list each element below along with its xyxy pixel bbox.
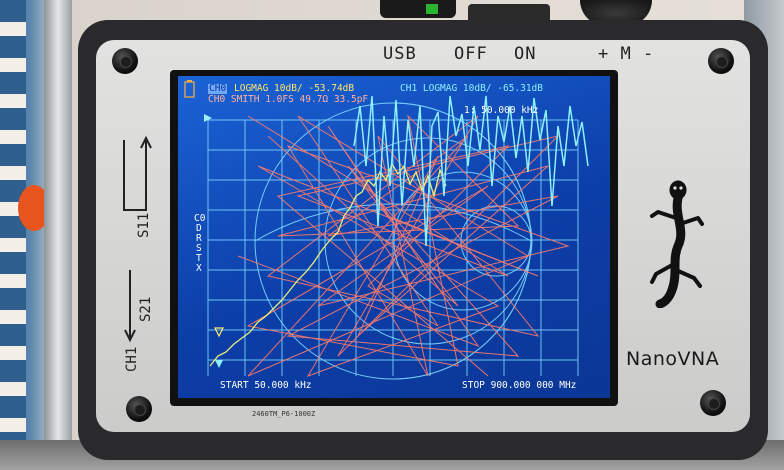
ch0-trace-info: LOGMAG 10dB/ -53.74dB xyxy=(234,83,355,94)
off-label: OFF xyxy=(454,44,488,64)
ch1-trace-info: CH1 LOGMAG 10dB/ -65.31dB xyxy=(400,83,543,94)
on-label: ON xyxy=(514,44,537,64)
battery-icon xyxy=(184,80,195,98)
smith-trace xyxy=(237,114,570,377)
gecko-logo-icon xyxy=(650,180,704,308)
side-marker-c0: C0 xyxy=(194,213,206,224)
striped-fabric xyxy=(0,0,26,470)
lcd-plot xyxy=(204,95,589,380)
ch1-label: CH1 xyxy=(124,346,140,372)
marker-1-icon xyxy=(214,327,224,368)
side-marker-x: X xyxy=(196,263,202,274)
port-diagram xyxy=(123,135,152,343)
brand-label: NanoVNA xyxy=(626,348,720,370)
screw-icon xyxy=(708,48,734,74)
screw-icon xyxy=(700,390,726,416)
usb-label: USB xyxy=(383,44,417,64)
smith-chart xyxy=(254,102,533,380)
ch0-smith-info: CH0 SMITH 1.0FS 49.7Ω 33.5pF xyxy=(208,94,369,105)
usb-cable[interactable] xyxy=(380,0,456,18)
s21-label: S21 xyxy=(138,296,154,322)
side-marker-t: T xyxy=(196,253,202,264)
marker-readout: 1: 50.000 kHz xyxy=(464,105,539,116)
ch1-trace xyxy=(353,95,589,247)
screw-icon xyxy=(126,396,152,422)
ribbon-cable-label: 2460TM_P6-1000Z xyxy=(252,410,316,418)
ch0-prefix: CH0 xyxy=(208,83,228,94)
screw-icon xyxy=(112,48,138,74)
ch0-trace xyxy=(209,162,447,367)
m-button-label: + M - xyxy=(598,44,655,64)
reference-marker-icon xyxy=(204,114,212,122)
lcd-screen[interactable]: CH0 LOGMAG 10dB/ -53.74dB CH1 LOGMAG 10d… xyxy=(178,76,610,398)
s11-label: S11 xyxy=(136,212,152,238)
side-marker-d: D xyxy=(196,223,202,234)
side-marker-r: R xyxy=(196,233,202,244)
metal-bar xyxy=(44,0,72,470)
stop-frequency: STOP 900.000 000 MHz xyxy=(462,380,577,391)
start-frequency: START 50.000 kHz xyxy=(220,380,312,391)
power-switch[interactable] xyxy=(468,4,550,24)
side-marker-s: S xyxy=(196,243,202,254)
